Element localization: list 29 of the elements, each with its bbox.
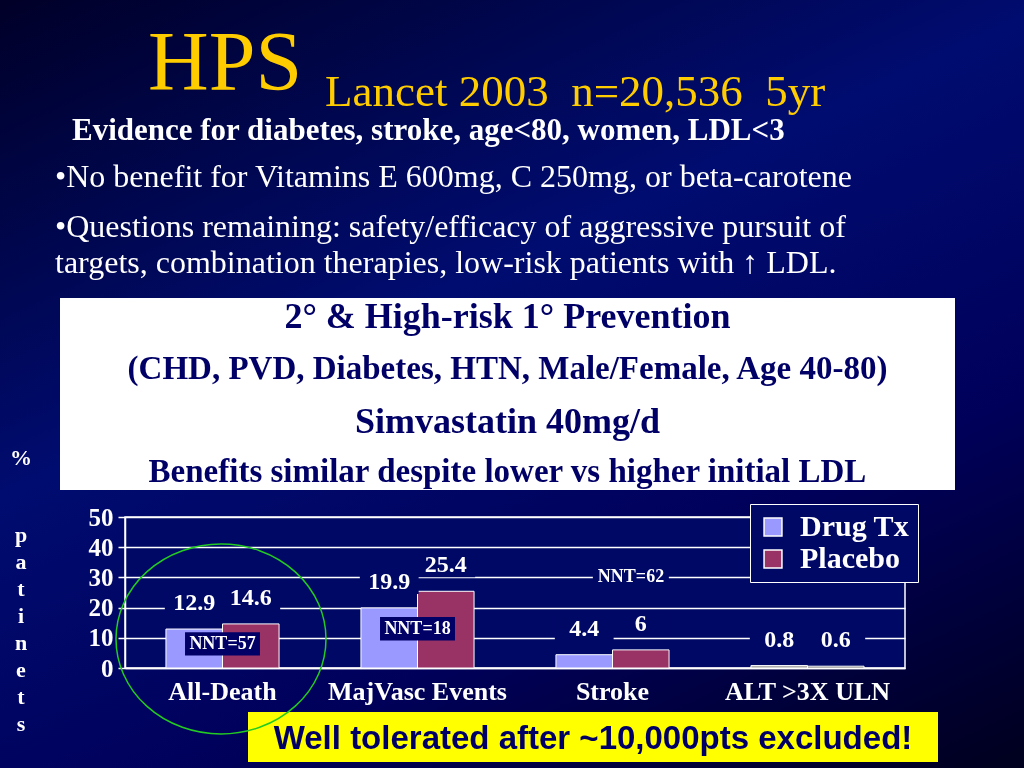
y-tick-label: 10 (88, 624, 114, 652)
annotation: NNT=57 (189, 632, 256, 653)
data-label: 14.6 (229, 583, 272, 610)
annotation: NNT=18 (384, 617, 451, 638)
y-tick-label: 0 (101, 654, 114, 682)
text: •Questions remaining: safety/efficacy of aggressive pursuit of targets, combination therapies, low-risk patients with ↑ LDL. (55, 208, 847, 280)
y-tick-label: 40 (88, 533, 114, 561)
legend-label: Placebo (800, 541, 900, 574)
x-tick-label: ALT >3X ULN (724, 676, 891, 706)
chart-title: HPS (148, 14, 303, 108)
annotation: NNT=62 (592, 565, 670, 589)
callout-box: Well tolerated after ~10,000pts excluded! (248, 712, 938, 762)
data-label: 12.9 (173, 589, 216, 616)
data-label: 6 (634, 609, 647, 636)
data-label: 0.6 (820, 626, 851, 653)
text: •No benefit for Vitamins E 600mg, C 250mg, or beta-carotene (55, 158, 852, 195)
text-panel: 2° & High-risk 1° Prevention (CHD, PVD, Diabetes, HTN, Male/Female, Age 40-80) Simvastatin 40mg/d Benefits similar despite lower vs higher initial LDL (60, 298, 955, 490)
data-label: 19.9 (368, 567, 411, 594)
data-label: 25.4 (424, 551, 467, 578)
y-tick-label: 20 (88, 594, 114, 622)
legend-label: Drug Tx (800, 509, 909, 542)
data-label: 0.8 (764, 625, 795, 652)
data-label: 4.4 (569, 614, 600, 641)
x-tick-label: All-Death (168, 676, 278, 706)
text: % patinets (10, 445, 32, 736)
y-tick-label: 30 (88, 563, 114, 591)
x-tick-label: MajVasc Events (328, 676, 507, 706)
x-tick-label: Stroke (575, 676, 650, 706)
y-tick-label: 50 (88, 503, 114, 531)
